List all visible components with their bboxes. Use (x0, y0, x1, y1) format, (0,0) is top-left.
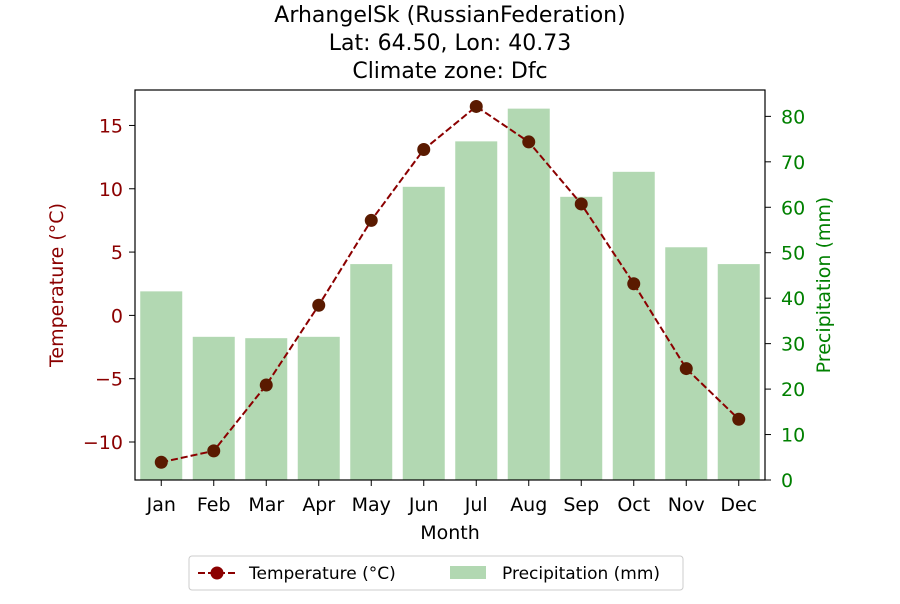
right-axis-tick-label: 10 (781, 425, 805, 447)
temperature-line (161, 105, 740, 464)
legend: Temperature (°C) Precipitation (mm) (188, 555, 684, 591)
temperature-point-aug (522, 135, 536, 149)
legend-precipitation-label: Precipitation (mm) (502, 564, 660, 584)
right-axis-tick-label: 20 (781, 379, 805, 401)
precipitation-bar-feb (192, 336, 235, 480)
precipitation-bar-dec (717, 264, 760, 480)
right-axis-tick-label: 30 (781, 334, 805, 356)
left-axis-tick-label: 15 (99, 115, 123, 137)
legend-frame (188, 555, 684, 591)
temperature-line-layer (154, 99, 746, 469)
precipitation-bars (140, 108, 760, 481)
temperature-point-mar (259, 378, 273, 392)
left-axis-tick-label: 0 (111, 305, 123, 327)
x-axis-tick-label-apr: Apr (302, 494, 335, 516)
right-axis-tick-label: 40 (781, 288, 805, 310)
temperature-point-nov (679, 362, 693, 376)
temperature-point-dec (732, 412, 746, 426)
right-axis-tick-label: 0 (781, 470, 793, 492)
x-axis-tick-label-sep: Sep (563, 494, 599, 516)
precipitation-bar-jul (455, 141, 498, 480)
right-axis-tick-label: 70 (781, 152, 805, 174)
x-axis-tick-label-oct: Oct (617, 494, 650, 516)
x-axis-tick-label-jan: Jan (146, 494, 176, 516)
legend-temperature-label: Temperature (°C) (248, 564, 396, 584)
title-line-3: Climate zone: Dfc (352, 59, 547, 84)
temperature-point-sep (574, 197, 588, 211)
temperature-point-may (364, 213, 378, 227)
precipitation-bar-mar (245, 338, 288, 480)
legend-temperature-marker (210, 566, 224, 580)
right-axis: 0 10 20 30 40 50 60 70 80 (765, 106, 805, 492)
temperature-point-jan (154, 455, 168, 469)
x-axis-tick-label-jul: Jul (464, 494, 488, 516)
left-axis-tick-label: 5 (111, 242, 123, 264)
x-axis-tick-label-may: May (352, 494, 391, 516)
x-axis-tick-label-mar: Mar (248, 494, 284, 516)
title-line-1: ArhangelSk (RussianFederation) (274, 3, 625, 28)
legend-precipitation-swatch (450, 566, 486, 579)
left-axis-label: Temperature (°C) (46, 203, 68, 368)
right-axis-tick-label: 80 (781, 106, 805, 128)
temperature-point-oct (627, 277, 641, 291)
temperature-point-apr (312, 298, 326, 312)
precipitation-bar-jan (140, 291, 183, 480)
precipitation-bar-apr (297, 336, 340, 480)
x-axis: Jan Feb Mar Apr May Jun Jul Aug Sep Oct Nov Dec (146, 480, 757, 516)
x-axis-tick-label-dec: Dec (720, 494, 757, 516)
left-axis-tick-label: 10 (99, 179, 123, 201)
plot-frame (134, 89, 766, 481)
x-axis-tick-label-aug: Aug (510, 494, 547, 516)
right-axis-label: Precipitation (mm) (813, 197, 835, 374)
right-axis-tick-label: 60 (781, 197, 805, 219)
x-axis-tick-label-feb: Feb (197, 494, 231, 516)
left-axis-tick-label: −10 (83, 432, 123, 454)
left-axis-tick-label: −5 (95, 369, 123, 391)
precipitation-bar-oct (612, 171, 655, 480)
temperature-point-jul (469, 99, 483, 113)
temperature-point-jun (417, 143, 431, 157)
precipitation-bar-aug (507, 108, 550, 481)
precipitation-bar-may (350, 264, 393, 480)
x-axis-tick-label-jun: Jun (408, 494, 439, 516)
left-axis: −10 −5 0 5 10 15 (83, 115, 135, 454)
x-axis-tick-label-nov: Nov (668, 494, 705, 516)
temperature-point-feb (207, 444, 221, 458)
precipitation-bar-sep (560, 196, 603, 480)
chart-title: ArhangelSk (RussianFederation) Lat: 64.5… (274, 3, 625, 84)
title-line-2: Lat: 64.50, Lon: 40.73 (329, 31, 571, 56)
x-axis-label: Month (420, 522, 480, 544)
right-axis-tick-label: 50 (781, 243, 805, 265)
precipitation-bar-jun (402, 186, 445, 480)
